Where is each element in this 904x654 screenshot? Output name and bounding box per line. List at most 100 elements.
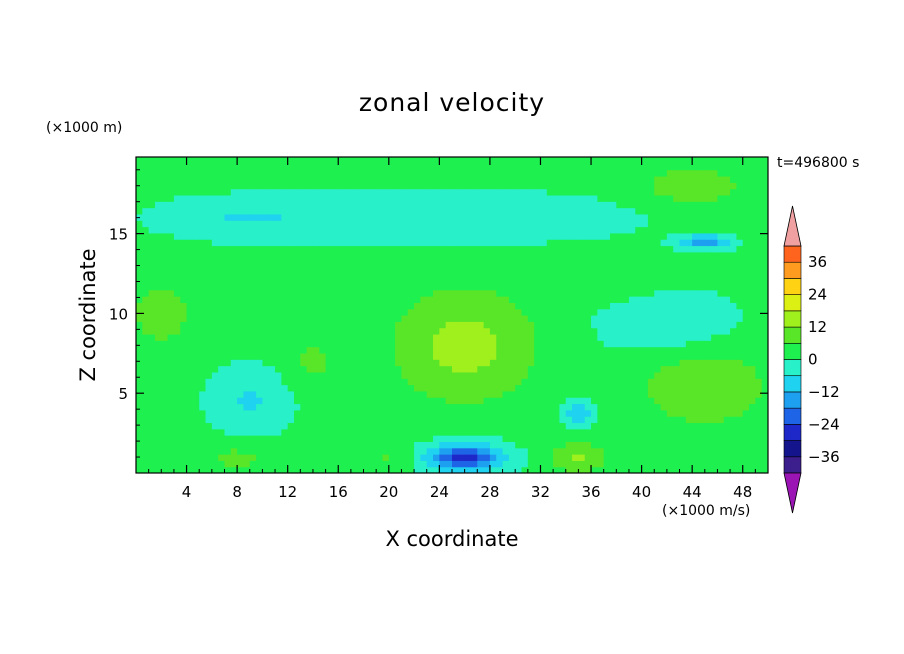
heatmap-cell [243,315,251,322]
heatmap-cell [350,283,358,291]
heatmap-cell [458,422,466,430]
heatmap-cell [717,454,725,461]
heatmap-cell [161,182,169,190]
heatmap-cell [173,194,181,202]
heatmap-cell [711,251,719,259]
heatmap-cell [154,403,162,411]
heatmap-cell [717,308,725,316]
heatmap-cell [205,182,213,190]
heatmap-cell [534,340,542,348]
heatmap-cell [458,365,466,373]
heatmap-cell [420,258,428,266]
heatmap-cell [489,428,497,436]
heatmap-cell [268,333,276,341]
heatmap-cell [294,220,301,228]
heatmap-cell [692,466,700,473]
heatmap-cell [338,239,346,247]
heatmap-cell [344,352,352,360]
heatmap-cell [344,207,352,215]
heatmap-cell [243,258,251,266]
heatmap-cell [584,308,592,316]
heatmap-cell [262,384,270,392]
heatmap-cell [464,321,472,329]
heatmap-cell [679,365,687,373]
heatmap-cell [742,245,750,253]
heatmap-cell [369,232,377,240]
heatmap-cell [452,454,459,461]
heatmap-cell [173,346,181,354]
heatmap-cell [679,371,687,379]
heatmap-cell [268,201,276,209]
heatmap-cell [597,384,605,392]
heatmap-cell [749,321,756,329]
heatmap-cell [395,277,403,284]
heatmap-cell [755,441,763,449]
heatmap-cell [559,175,567,183]
heatmap-cell [654,258,662,266]
heatmap-cell [553,359,561,367]
heatmap-cell [654,308,662,316]
heatmap-cell [148,333,156,341]
heatmap-cell [357,245,365,253]
heatmap-cell [218,296,226,303]
heatmap-cell [546,359,554,367]
heatmap-cell [243,378,251,386]
heatmap-cell [426,371,434,379]
heatmap-cell [761,454,768,461]
heatmap-cell [673,270,681,278]
heatmap-cell [464,441,472,449]
heatmap-cell [540,441,548,449]
heatmap-cell [711,163,719,171]
heatmap-cell [426,251,434,259]
heatmap-cell [654,447,662,455]
heatmap-cell [698,384,706,392]
heatmap-cell [414,188,421,196]
heatmap-cell [610,390,617,398]
heatmap-cell [603,447,611,455]
heatmap-cell [565,207,573,215]
heatmap-cell [433,315,440,322]
heatmap-cell [407,378,415,386]
heatmap-cell [553,466,561,473]
heatmap-cell [679,239,687,247]
heatmap-cell [142,466,150,473]
heatmap-cell [142,409,150,417]
heatmap-cell [136,333,143,341]
heatmap-cell [344,308,352,316]
heatmap-cell [344,188,352,196]
heatmap-cell [192,327,200,335]
heatmap-cell [679,340,687,348]
heatmap-cell [464,220,472,228]
heatmap-cell [736,352,744,360]
heatmap-cell [711,390,719,398]
heatmap-cell [382,371,390,379]
heatmap-cell [180,441,188,449]
heatmap-cell [527,201,535,209]
heatmap-cell [685,182,693,190]
heatmap-cell [761,169,768,177]
heatmap-cell [559,207,567,215]
heatmap-cell [761,327,768,335]
heatmap-cell [761,428,768,436]
heatmap-cell [407,365,415,373]
heatmap-cell [376,435,384,442]
heatmap-cell [483,188,491,196]
heatmap-cell [414,403,421,411]
heatmap-cell [249,359,257,367]
heatmap-cell [553,428,561,436]
heatmap-cell [578,302,586,310]
heatmap-cell [350,403,358,411]
heatmap-cell [180,277,188,284]
heatmap-cell [199,226,207,234]
heatmap-cell [407,157,415,164]
heatmap-cell [704,327,712,335]
heatmap-cell [319,194,327,202]
heatmap-cell [470,302,478,310]
heatmap-cell [679,163,687,171]
heatmap-cell [641,251,649,259]
heatmap-cell [470,264,478,272]
heatmap-cell [717,397,725,405]
heatmap-cell [692,384,700,392]
heatmap-cell [439,207,447,215]
heatmap-cell [489,315,497,322]
